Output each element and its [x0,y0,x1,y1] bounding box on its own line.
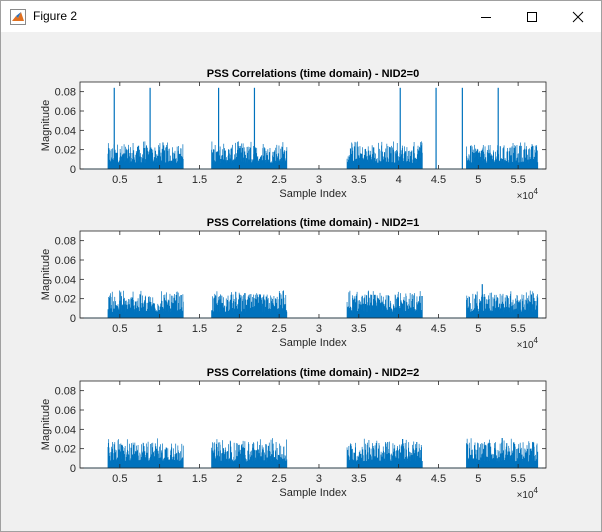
x-tick-label: 1 [157,323,163,335]
y-tick-label: 0.06 [55,405,76,417]
x-tick-label: 5.5 [510,323,525,335]
axes-box [79,380,547,469]
y-tick-label: 0 [70,164,76,176]
x-tick-label: 3.5 [351,323,366,335]
x-axis-label: Sample Index [279,487,347,499]
x-tick-label: 0.5 [112,323,127,335]
minimize-icon [481,16,491,18]
x-tick-label: 1.5 [192,323,207,335]
x-tick-label: 4.5 [431,323,446,335]
x-tick-label: 3.5 [351,174,366,186]
x-tick-label: 5 [475,473,481,485]
y-tick-label: 0.02 [55,294,76,306]
x-tick-label: 3 [316,174,322,186]
close-icon [572,11,584,22]
x-exponent-label: ×104 [517,336,539,351]
x-tick-label: 5 [475,323,481,335]
x-exponent-label: ×104 [517,187,539,202]
x-tick-label: 0.5 [112,174,127,186]
x-tick-label: 4 [396,174,402,186]
y-axis-label: Magnitude [40,399,52,450]
y-tick-label: 0.04 [55,125,76,137]
y-tick-label: 0.02 [55,145,76,157]
x-tick-label: 2 [236,323,242,335]
y-tick-label: 0.04 [55,424,76,436]
maximize-icon [527,11,537,22]
x-tick-label: 0.5 [112,473,127,485]
y-tick-label: 0.02 [55,444,76,456]
x-tick-label: 3.5 [351,473,366,485]
x-tick-label: 4.5 [431,174,446,186]
title-bar[interactable]: Figure 2 [1,1,601,32]
y-tick-label: 0.04 [55,274,76,286]
subplot-2: PSS Correlations (time domain) - NID2=1 0… [40,217,547,351]
y-axis-label: Magnitude [40,100,52,151]
x-tick-label: 5.5 [510,473,525,485]
x-tick-label: 1.5 [192,174,207,186]
x-tick-label: 1.5 [192,473,207,485]
x-tick-label: 3 [316,323,322,335]
close-button[interactable] [555,1,601,32]
y-tick-label: 0.08 [55,87,76,99]
y-tick-label: 0.06 [55,106,76,118]
x-axis-label: Sample Index [279,188,347,200]
axes-background [80,381,546,468]
axes-box [79,81,547,170]
plots-svg: PSS Correlations (time domain) - NID2=0 0… [40,68,547,501]
x-tick-label: 5.5 [510,174,525,186]
subplot-3: PSS Correlations (time domain) - NID2=2 0… [40,367,547,501]
x-tick-label: 4.5 [431,473,446,485]
x-tick-label: 2 [236,473,242,485]
chart-title: PSS Correlations (time domain) - NID2=2 [207,367,419,379]
y-tick-label: 0.06 [55,255,76,267]
y-tick-label: 0.08 [55,236,76,248]
chart-title: PSS Correlations (time domain) - NID2=1 [207,217,419,229]
x-tick-label: 2.5 [271,174,286,186]
y-tick-label: 0 [70,313,76,325]
figure-canvas: PSS Correlations (time domain) - NID2=0 0… [1,32,601,531]
x-tick-label: 4 [396,473,402,485]
x-tick-label: 2 [236,174,242,186]
subplot-1: PSS Correlations (time domain) - NID2=0 0… [40,68,547,202]
x-tick-label: 1 [157,473,163,485]
y-tick-label: 0.08 [55,386,76,398]
x-tick-label: 2.5 [271,473,286,485]
x-tick-label: 2.5 [271,323,286,335]
x-exponent-label: ×104 [517,486,539,501]
axes-box [79,230,547,319]
x-tick-label: 5 [475,174,481,186]
matlab-figure-icon [10,9,26,25]
y-tick-label: 0 [70,463,76,475]
maximize-button[interactable] [509,1,555,32]
chart-title: PSS Correlations (time domain) - NID2=0 [207,68,419,80]
minimize-button[interactable] [463,1,509,32]
x-tick-label: 4 [396,323,402,335]
axes-background [80,82,546,169]
window-title: Figure 2 [33,9,78,23]
y-axis-label: Magnitude [40,249,52,300]
x-axis-label: Sample Index [279,337,347,349]
axes-background [80,231,546,318]
x-tick-label: 1 [157,174,163,186]
x-tick-label: 3 [316,473,322,485]
